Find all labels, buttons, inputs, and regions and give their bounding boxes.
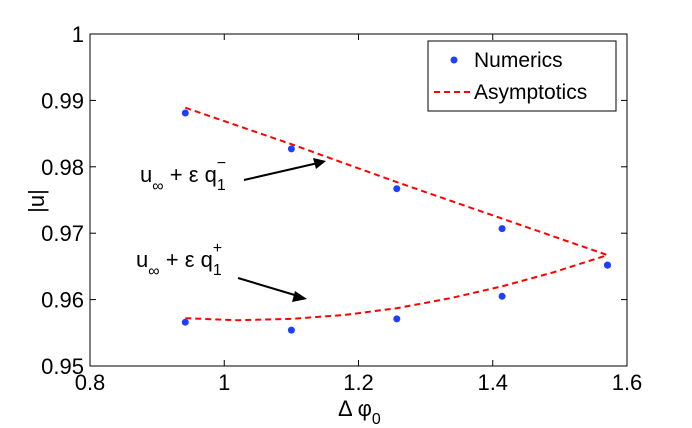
y-axis-label: |u| xyxy=(24,189,49,213)
x-axis-label: Δ φ0 xyxy=(338,396,381,428)
y-tick-label: 1 xyxy=(72,22,84,47)
annotation-q-plus-sup: + xyxy=(213,240,222,257)
series-layer xyxy=(181,106,611,334)
numerics-point xyxy=(393,185,401,193)
x-tick-label: 0.8 xyxy=(75,370,106,395)
legend-numerics-marker xyxy=(450,56,458,64)
asymptotics-line-1 xyxy=(184,106,608,257)
legend-asymptotics-label: Asymptotics xyxy=(474,81,587,104)
legend-box xyxy=(427,40,617,112)
y-tick-label: 0.98 xyxy=(41,155,84,180)
axis-layer: 0.8 1 1.2 1.4 1.6 0.95 0.96 0.97 0.98 0.99 1 xyxy=(41,22,642,395)
annotation-q-minus-u: u xyxy=(140,162,152,187)
annotation-q-minus-arrow xyxy=(243,162,319,181)
numerics-point xyxy=(181,109,189,117)
annotation-q-plus-arrow xyxy=(237,277,299,297)
annotation-q-plus-inf: ∞ xyxy=(148,263,159,280)
annotation-q-minus: u∞ + ε q1 − xyxy=(140,155,326,195)
numerics-point xyxy=(498,292,506,300)
numerics-point xyxy=(393,315,401,323)
annotation-q-minus-mid: + ε q xyxy=(164,162,217,187)
numerics-point xyxy=(287,145,295,153)
numerics-point xyxy=(181,318,189,326)
annotation-q-plus-text: u∞ + ε q1 + xyxy=(136,240,222,280)
legend-numerics-label: Numerics xyxy=(474,49,563,72)
x-axis-label-sub: 0 xyxy=(372,411,381,428)
legend: Numerics Asymptotics xyxy=(427,40,617,112)
x-tick-label: 1.4 xyxy=(477,370,508,395)
x-tick-label: 1.2 xyxy=(343,370,374,395)
x-tick-label: 1 xyxy=(218,370,230,395)
annotation-q-minus-inf: ∞ xyxy=(152,178,163,195)
annotation-q-minus-text: u∞ + ε q1 − xyxy=(140,155,226,195)
y-tick-label: 0.96 xyxy=(41,288,84,313)
annotation-q-plus-mid: + ε q xyxy=(160,247,213,272)
annotation-q-plus: u∞ + ε q1 + xyxy=(136,240,307,302)
y-tick-label: 0.97 xyxy=(41,221,84,246)
annotation-q-plus-sub: 1 xyxy=(213,262,222,279)
annotation-q-plus-arrowhead xyxy=(292,291,307,302)
annotation-q-minus-sub: 1 xyxy=(217,177,226,194)
numerics-point xyxy=(604,261,611,269)
x-tick-label: 1.6 xyxy=(612,370,643,395)
annotation-q-minus-arrowhead xyxy=(313,158,326,169)
y-tick-label: 0.99 xyxy=(41,88,84,113)
annotation-q-minus-sup: − xyxy=(217,155,226,172)
numerics-point xyxy=(498,225,506,233)
asymptotics-line-2 xyxy=(185,254,608,322)
numerics-point xyxy=(287,326,295,334)
annotation-q-plus-u: u xyxy=(136,247,148,272)
x-axis-label-main: Δ φ xyxy=(338,396,372,421)
y-tick-label: 0.95 xyxy=(41,354,84,379)
